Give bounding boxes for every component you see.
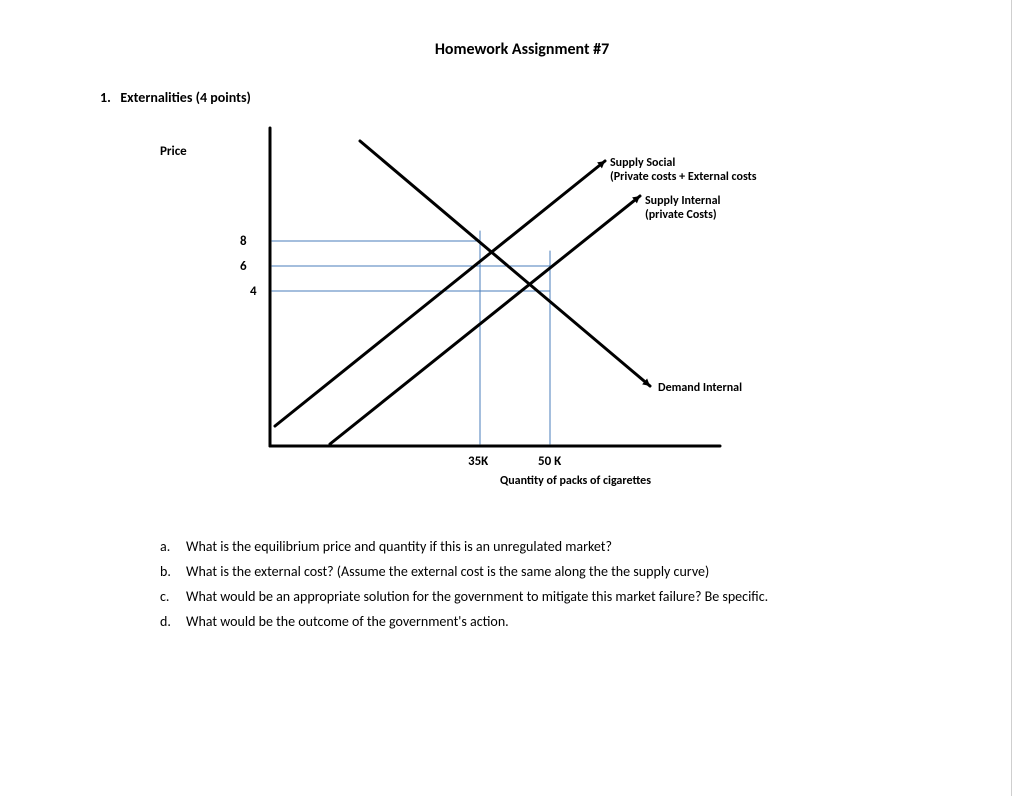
- question-row: c.What would be an appropriate solution …: [160, 586, 944, 607]
- question-row: a.What is the equilibrium price and quan…: [160, 536, 944, 557]
- question-header: 1. Externalities (4 points): [100, 89, 944, 106]
- question-row: b.What is the external cost? (Assume the…: [160, 561, 944, 582]
- question-row: d.What would be the outcome of the gover…: [160, 611, 944, 632]
- x-tick-35k: 35K: [468, 454, 488, 469]
- y-tick-8: 8: [240, 234, 247, 249]
- question-letter: c.: [160, 586, 186, 607]
- demand-internal-label: Demand Internal: [658, 381, 742, 395]
- y-tick-6: 6: [240, 259, 247, 274]
- question-list: a.What is the equilibrium price and quan…: [160, 536, 944, 632]
- externalities-chart: Price 8 6 4 35K 50 K Supply Social(Priva…: [160, 126, 810, 506]
- y-axis-label: Price: [160, 144, 187, 159]
- question-title: Externalities (4 points): [120, 89, 251, 106]
- question-text: What would be the outcome of the governm…: [186, 611, 944, 632]
- question-letter: a.: [160, 536, 186, 557]
- supply-internal-label: Supply Internal(private Costs): [645, 194, 721, 223]
- question-number: 1.: [100, 89, 111, 106]
- x-tick-50k: 50 K: [538, 454, 561, 469]
- question-letter: d.: [160, 611, 186, 632]
- question-text: What would be an appropriate solution fo…: [186, 586, 944, 607]
- page-title: Homework Assignment #7: [100, 40, 944, 59]
- y-tick-4: 4: [250, 284, 257, 299]
- x-axis-caption: Quantity of packs of cigarettes: [500, 474, 651, 488]
- question-text: What is the equilibrium price and quanti…: [186, 536, 944, 557]
- question-text: What is the external cost? (Assume the e…: [186, 561, 944, 582]
- supply-social-label: Supply Social(Private costs + External c…: [610, 156, 757, 185]
- page: Homework Assignment #7 1. Externalities …: [0, 0, 1024, 796]
- question-letter: b.: [160, 561, 186, 582]
